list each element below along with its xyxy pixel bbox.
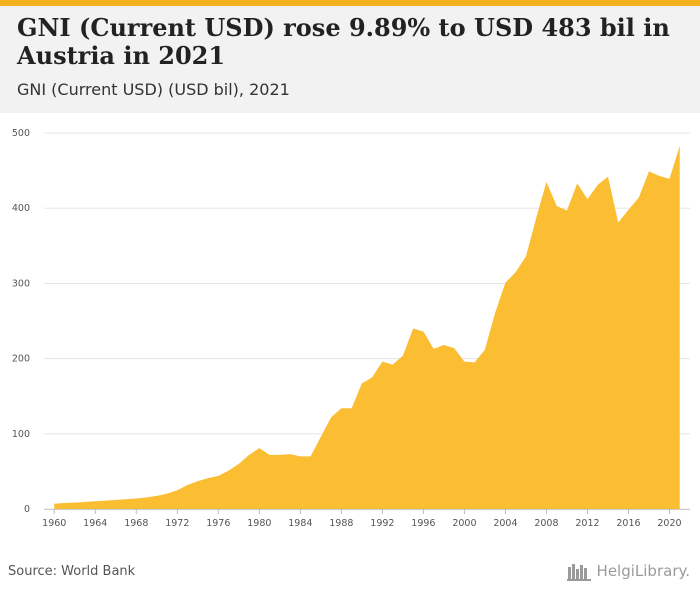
data-point-1991 [371,376,373,378]
x-tick-label: 1988 [329,518,353,529]
x-tick-label: 1996 [411,518,435,529]
data-point-1960 [53,503,55,505]
data-point-1970 [156,495,158,497]
y-tick-label: 200 [12,354,30,365]
data-area [53,145,681,509]
data-point-2011 [576,182,578,184]
x-tick-label: 2012 [575,518,599,529]
data-point-2005 [514,271,516,273]
x-axis: 1960 1964 1968 1972 1976 1980 1984 1988 1992 1996… [42,509,690,529]
data-point-1966 [115,499,117,501]
data-point-1998 [443,344,445,346]
data-point-1972 [176,489,178,491]
data-point-1986 [320,436,322,438]
data-point-1964 [94,500,96,502]
data-point-2006 [525,255,527,257]
data-point-2002 [484,348,486,350]
data-point-1982 [279,454,281,456]
accent-bar [0,0,700,6]
x-tick-label: 1968 [124,518,148,529]
data-point-1975 [207,477,209,479]
data-point-2009 [556,205,558,207]
data-point-1974 [197,480,199,482]
data-point-1997 [432,348,434,350]
chart-area: 0 100 200 300 400 500 1960 1964 1968 1972 1976 198… [0,113,700,553]
data-point-1984 [299,455,301,457]
data-point-1993 [391,363,393,365]
data-point-2019 [658,175,660,177]
header: GNI (Current USD) rose 9.89% to USD 483 … [0,0,700,113]
data-point-1983 [289,453,291,455]
x-tick-label: 2004 [493,518,517,529]
data-point-1979 [248,454,250,456]
helgi-library-logo[interactable]: HelgiLibrary. [566,560,690,582]
data-point-2014 [607,175,609,177]
data-point-1968 [135,497,137,499]
data-point-1973 [186,484,188,486]
x-tick-label: 2008 [534,518,558,529]
y-tick-label: 400 [12,203,30,214]
data-point-2001 [473,361,475,363]
data-point-1987 [330,416,332,418]
data-point-1980 [258,447,260,449]
data-point-2010 [566,209,568,211]
data-point-2007 [535,217,537,219]
y-tick-label: 100 [12,429,30,440]
data-point-2016 [627,209,629,211]
data-point-1977 [227,469,229,471]
data-point-1976 [217,475,219,477]
data-point-2012 [586,198,588,200]
data-point-1962 [74,501,76,503]
data-point-1995 [412,327,414,329]
source-note: Source: World Bank [8,564,136,579]
data-point-2003 [494,312,496,314]
y-tick-label: 300 [12,278,30,289]
data-point-1981 [268,454,270,456]
x-tick-label: 1980 [247,518,271,529]
x-tick-label: 1972 [165,518,189,529]
data-point-1978 [238,463,240,465]
data-point-1999 [453,347,455,349]
chart-title: GNI (Current USD) rose 9.89% to USD 483 … [17,13,670,70]
data-point-2004 [504,281,506,283]
data-point-1963 [84,501,86,503]
library-icon [566,564,591,581]
y-tick-label: 500 [12,128,30,139]
data-point-1985 [309,455,311,457]
y-tick-label: 0 [24,504,30,515]
x-tick-label: 2016 [616,518,640,529]
data-point-1965 [104,499,106,501]
x-tick-label: 1992 [370,518,394,529]
x-tick-label: 1964 [83,518,107,529]
x-tick-label: 2000 [452,518,476,529]
data-point-2015 [617,221,619,223]
x-tick-label: 1976 [206,518,230,529]
data-point-1992 [381,360,383,362]
data-point-2013 [597,184,599,186]
data-point-2008 [545,181,547,183]
data-point-1989 [350,407,352,409]
y-axis: 0 100 200 300 400 500 [12,128,30,515]
data-point-2017 [638,196,640,198]
x-tick-label: 2020 [657,518,681,529]
data-point-2000 [463,360,465,362]
x-tick-label: 1984 [288,518,312,529]
data-point-1967 [125,498,127,500]
chart-subtitle: GNI (Current USD) (USD bil), 2021 [17,80,290,99]
data-point-2020 [668,178,670,180]
data-point-1988 [340,407,342,409]
logo-text: HelgiLibrary. [596,562,690,580]
data-point-1969 [145,496,147,498]
data-point-1994 [402,354,404,356]
area-chart: 0 100 200 300 400 500 1960 1964 1968 1972 1976 198… [12,128,690,529]
x-tick-label: 1960 [42,518,66,529]
data-point-2021 [679,145,681,147]
data-point-1990 [361,382,363,384]
data-point-2018 [648,170,650,172]
gni-area-series [54,145,680,509]
data-point-1971 [166,492,168,494]
data-point-1996 [422,330,424,332]
data-point-1961 [63,502,65,504]
